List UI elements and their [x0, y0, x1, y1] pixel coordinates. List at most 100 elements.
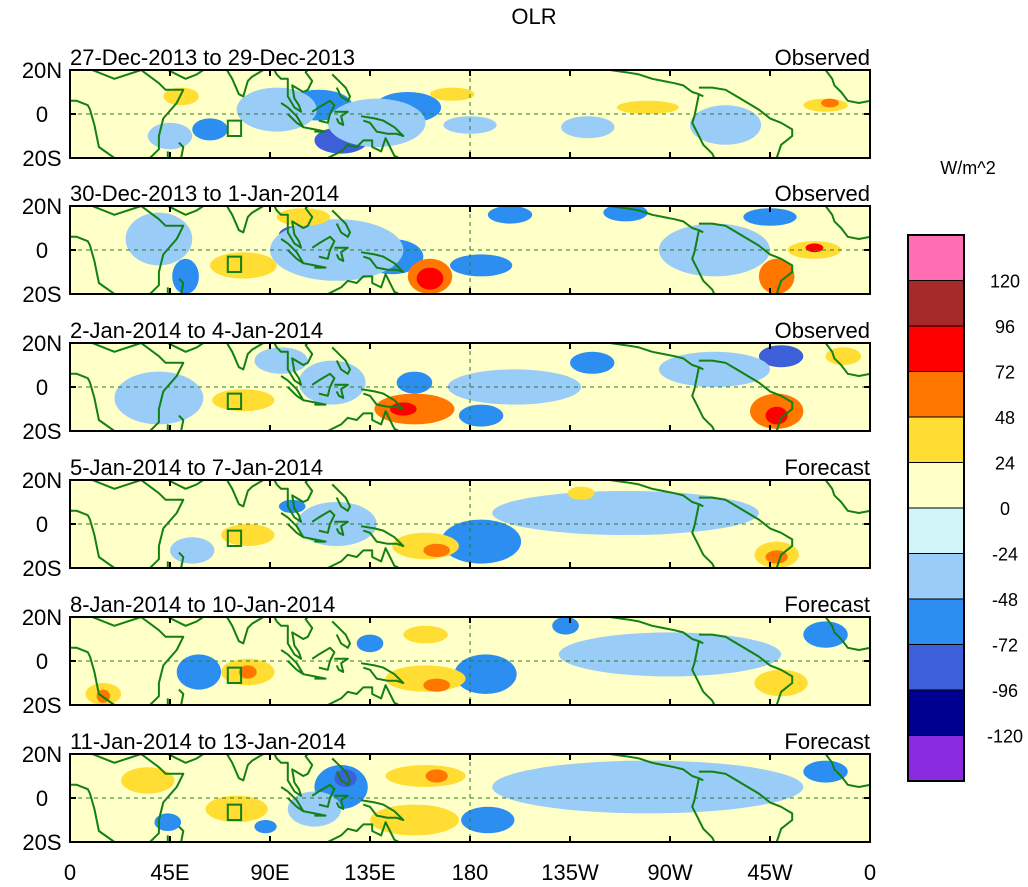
- olr-anomaly-contour: [570, 351, 615, 374]
- coastline: [691, 504, 716, 568]
- y-tick-label: 0: [36, 102, 48, 127]
- coastline: [273, 754, 314, 797]
- coastline: [331, 209, 351, 238]
- coastline: [824, 617, 870, 651]
- coastline: [321, 137, 400, 158]
- y-tick-label: 20N: [22, 331, 62, 356]
- olr-anomaly-contour: [803, 760, 848, 783]
- colorbar-swatch: [907, 325, 965, 372]
- olr-anomaly-contour: [210, 252, 277, 279]
- x-axis: 0 45E 90E 135E 180 135W 90W 45W 0: [64, 860, 876, 885]
- colorbar-level-label: 48: [995, 408, 1015, 428]
- y-tick-label: 20N: [22, 742, 62, 767]
- colorbar-level-label: 72: [995, 363, 1015, 383]
- x-tick-label: 0: [864, 860, 876, 885]
- coastline: [166, 825, 185, 842]
- coastline: [311, 99, 336, 124]
- index-box: [226, 666, 243, 684]
- coastline: [360, 251, 405, 273]
- panel-status: Forecast: [784, 729, 870, 754]
- colorbar-swatch: [907, 553, 965, 600]
- colorbar-swatch: [907, 644, 965, 691]
- olr-anomaly-contour: [552, 617, 579, 635]
- coastline: [331, 620, 351, 649]
- y-tick-label: 20N: [22, 194, 62, 219]
- map-panel-5: 20N 0 20S 8-Jan-2014 to 10-Jan-2014 Forecast: [22, 592, 871, 718]
- colorbar-swatch: [907, 234, 965, 281]
- index-box: [226, 392, 243, 410]
- olr-anomaly-contour: [121, 767, 175, 794]
- index-box: [226, 803, 243, 821]
- olr-anomaly-contour: [567, 486, 595, 500]
- y-tick-label: 0: [36, 786, 48, 811]
- colorbar-swatch: [907, 416, 965, 463]
- coastline: [698, 770, 794, 842]
- olr-anomaly-contour: [205, 795, 268, 823]
- y-tick-label: 20N: [22, 58, 62, 83]
- coastline: [167, 617, 204, 627]
- olr-anomaly-contour: [154, 813, 182, 831]
- olr-anomaly-contour: [743, 208, 797, 226]
- coastline: [691, 367, 716, 431]
- coastline: [698, 633, 794, 705]
- coastline: [321, 547, 400, 568]
- coastline: [691, 641, 716, 705]
- y-tick-label: 20N: [22, 468, 62, 493]
- olr-anomaly-contour: [423, 678, 450, 692]
- olr-anomaly-contour: [447, 369, 582, 405]
- coastline: [331, 483, 351, 512]
- panel-status: Forecast: [784, 455, 870, 480]
- olr-anomaly-contour: [616, 100, 679, 114]
- panel-period: 5-Jan-2014 to 7-Jan-2014: [70, 455, 323, 480]
- coastline: [70, 70, 185, 158]
- colorbar-level-label: 24: [995, 454, 1015, 474]
- panels: 20N 0 20S 27-Dec-2013 to 29-Dec-2013 Observe…: [22, 45, 871, 855]
- coastline: [311, 509, 336, 534]
- y-tick-label: 0: [36, 238, 48, 263]
- olr-anomaly-contour: [558, 632, 782, 677]
- coastline: [303, 126, 327, 133]
- colorbar-swatch: [907, 371, 965, 418]
- olr-anomaly-contour: [821, 98, 839, 108]
- panel-period: 11-Jan-2014 to 13-Jan-2014: [70, 729, 346, 754]
- y-tick-label: 20N: [22, 605, 62, 630]
- coastline: [167, 480, 204, 490]
- coastline: [334, 110, 349, 126]
- coastline: [311, 235, 336, 260]
- coastline: [824, 206, 870, 240]
- colorbar-swatch: [907, 462, 965, 509]
- colorbar-level-label: -72: [992, 636, 1018, 656]
- olr-anomaly-contour: [754, 669, 808, 697]
- map-panel-1: 20N 0 20S 27-Dec-2013 to 29-Dec-2013 Observe…: [22, 45, 871, 171]
- panel-period: 2-Jan-2014 to 4-Jan-2014: [70, 318, 323, 343]
- olr-anomaly-contour: [805, 243, 824, 253]
- y-tick-label: 0: [36, 512, 48, 537]
- y-tick-label: 20S: [22, 146, 61, 171]
- olr-anomaly-contour: [170, 537, 215, 564]
- coastline: [273, 617, 314, 660]
- coastline: [280, 375, 305, 402]
- coastline: [303, 673, 327, 680]
- olr-anomaly-contour: [825, 347, 862, 366]
- olr-anomaly-contour: [396, 371, 433, 394]
- olr-anomaly-contour: [114, 371, 204, 425]
- colorbar-frame: [907, 234, 965, 782]
- panel-status: Forecast: [784, 592, 870, 617]
- coastline: [280, 512, 305, 539]
- x-tick-label: 90E: [250, 860, 289, 885]
- map-panel-4: 20N 0 20S 5-Jan-2014 to 7-Jan-2014 Forecast: [22, 455, 871, 581]
- coastline: [698, 86, 794, 158]
- olr-anomaly-contour: [803, 621, 848, 648]
- coastline: [311, 783, 336, 808]
- coastline: [334, 520, 349, 536]
- coastline: [824, 70, 870, 104]
- olr-anomaly-contour: [487, 206, 533, 224]
- olr-anomaly-contour: [492, 760, 804, 814]
- x-tick-label: 90W: [647, 860, 692, 885]
- olr-anomaly-contour: [450, 254, 513, 277]
- coastline: [609, 480, 704, 508]
- coastline: [166, 688, 185, 705]
- coastline: [691, 94, 716, 158]
- colorbar-level-label: -24: [992, 545, 1018, 565]
- coastline: [221, 617, 264, 645]
